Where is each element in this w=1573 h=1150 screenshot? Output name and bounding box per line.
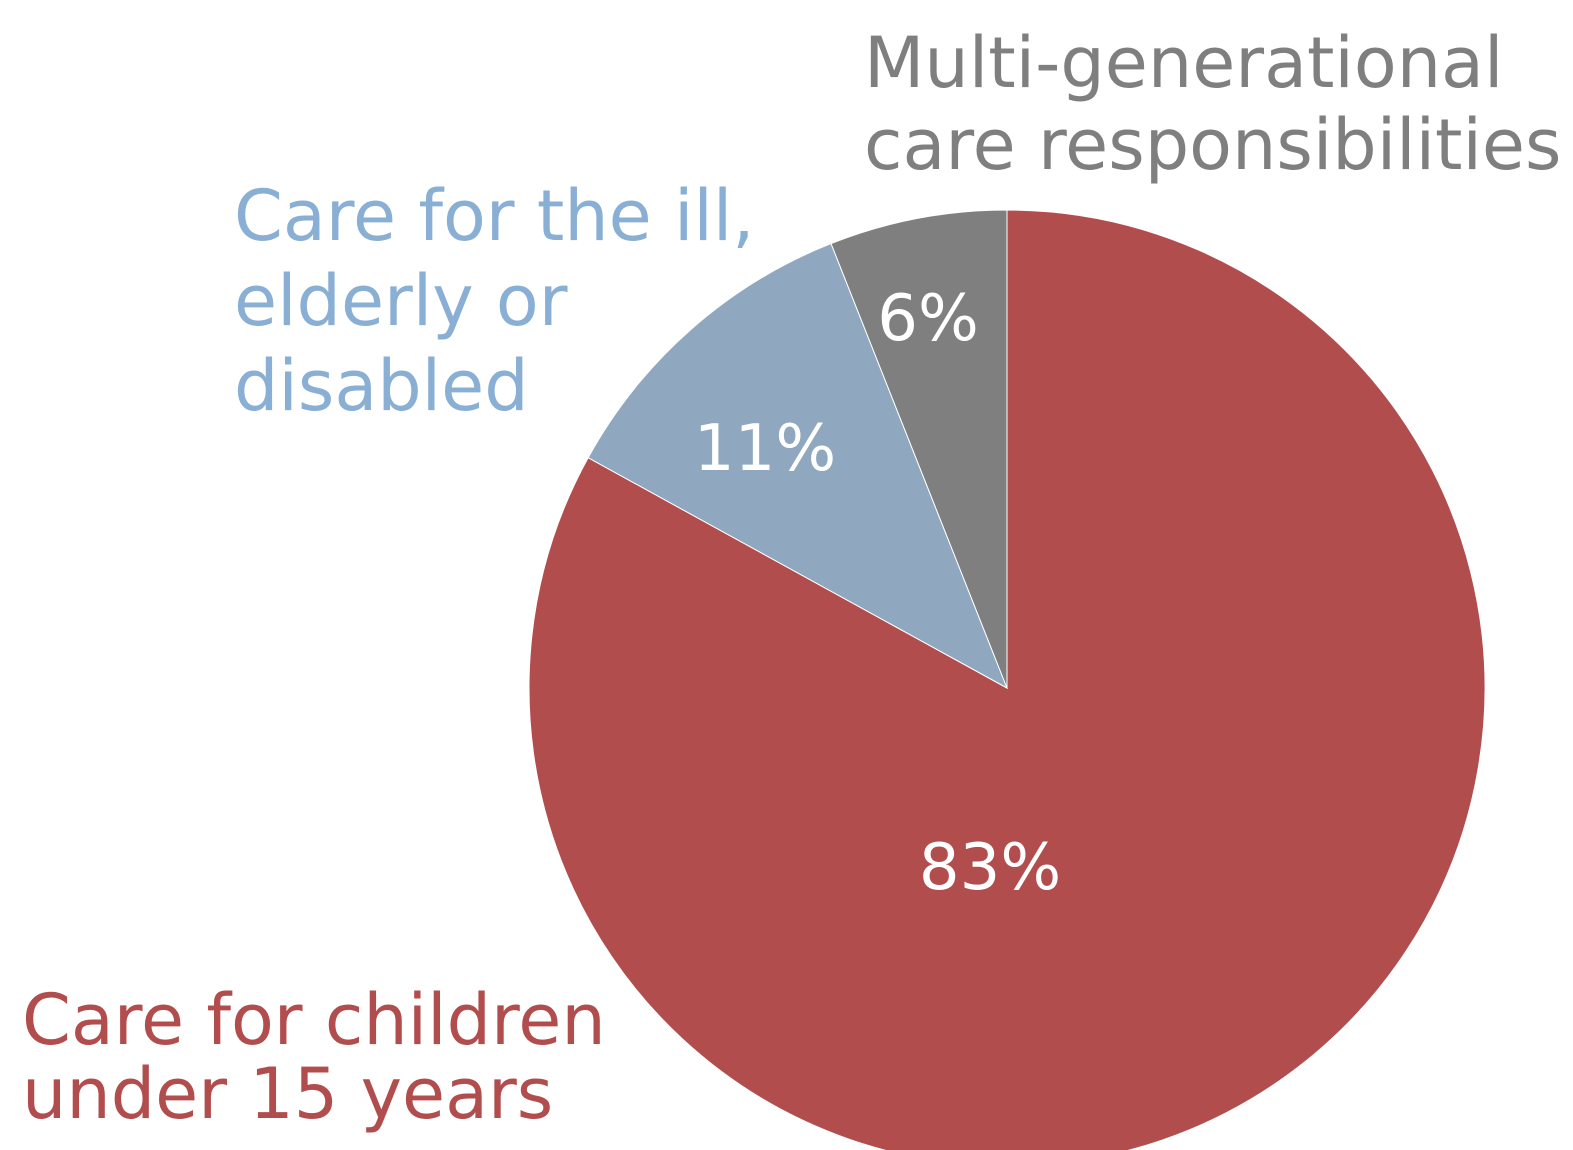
category-label-1-line-2: under 15 years — [22, 1053, 553, 1135]
pie-slice-2 — [587, 242, 1008, 690]
category-label-3: Multi-generational care responsibilities — [864, 22, 1561, 186]
category-label-2-line-2: elderly or — [234, 260, 568, 342]
slice-value-label-3: 6% — [877, 282, 979, 356]
category-label-2-line-3: disabled — [234, 345, 529, 427]
category-label-1: Care for children under 15 years — [22, 979, 606, 1135]
slice-value-label-2: 11% — [694, 412, 836, 486]
category-label-1-line-1: Care for children — [22, 979, 606, 1061]
pie-slice-3 — [830, 209, 1008, 689]
slice-value-label-1: 83% — [919, 831, 1061, 905]
category-label-3-line-1: Multi-generational — [864, 22, 1503, 104]
category-label-3-line-2: care responsibilities — [864, 104, 1561, 186]
pie-slices — [528, 209, 1486, 1150]
category-label-2-line-1: Care for the ill, — [234, 175, 755, 257]
category-label-2: Care for the ill, elderly or disabled — [234, 175, 755, 427]
slice-value-labels: 83% 11% 6% — [694, 282, 1061, 905]
pie-slice-1 — [528, 209, 1486, 1150]
